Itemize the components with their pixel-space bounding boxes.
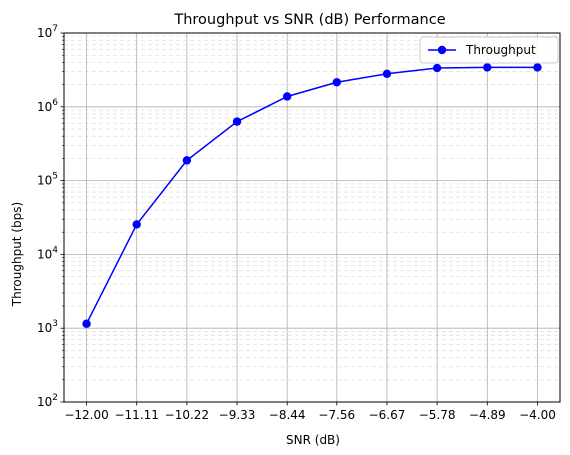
x-tick-label: −5.78 [419,408,456,422]
x-tick-label: −10.22 [165,408,209,422]
x-tick-label: −9.33 [219,408,256,422]
data-point [232,117,242,126]
x-tick-label: −4.89 [469,408,506,422]
x-tick-label: −7.56 [318,408,355,422]
x-axis-label: SNR (dB) [286,433,340,447]
data-point [182,156,192,165]
x-tick-label: −6.67 [369,408,406,422]
data-point [283,92,292,101]
legend-box [419,36,559,64]
series-line [85,66,538,325]
series-layer [82,63,542,328]
data-point [82,319,91,328]
chart-title: Throughput vs SNR (dB) Performance [173,12,445,28]
x-tick-label: −8.44 [269,408,306,422]
legend-label: Throughput [465,43,536,57]
grid-layer [64,32,560,403]
plot-frame [63,32,561,403]
data-point [533,63,542,72]
x-tick-label: −11.11 [114,408,158,422]
data-point [382,69,392,78]
y-axis-label: Throughput (bps) [10,202,24,307]
data-point [483,63,492,72]
x-tick-label: −12.00 [64,408,108,422]
legend-marker-swatch [437,45,447,55]
data-point [432,63,442,73]
legend: Throughput [419,36,559,64]
data-point [332,78,341,87]
x-tick-label: −4.00 [519,408,556,422]
data-point [132,220,141,229]
